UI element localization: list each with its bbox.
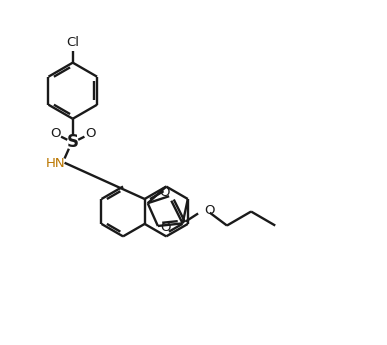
- Text: O: O: [159, 186, 170, 199]
- Text: O: O: [204, 204, 215, 217]
- Text: O: O: [85, 127, 96, 140]
- Text: O: O: [161, 221, 171, 234]
- Text: Cl: Cl: [66, 37, 79, 49]
- Text: HN: HN: [45, 157, 65, 170]
- Text: S: S: [67, 133, 79, 151]
- Text: O: O: [50, 127, 60, 140]
